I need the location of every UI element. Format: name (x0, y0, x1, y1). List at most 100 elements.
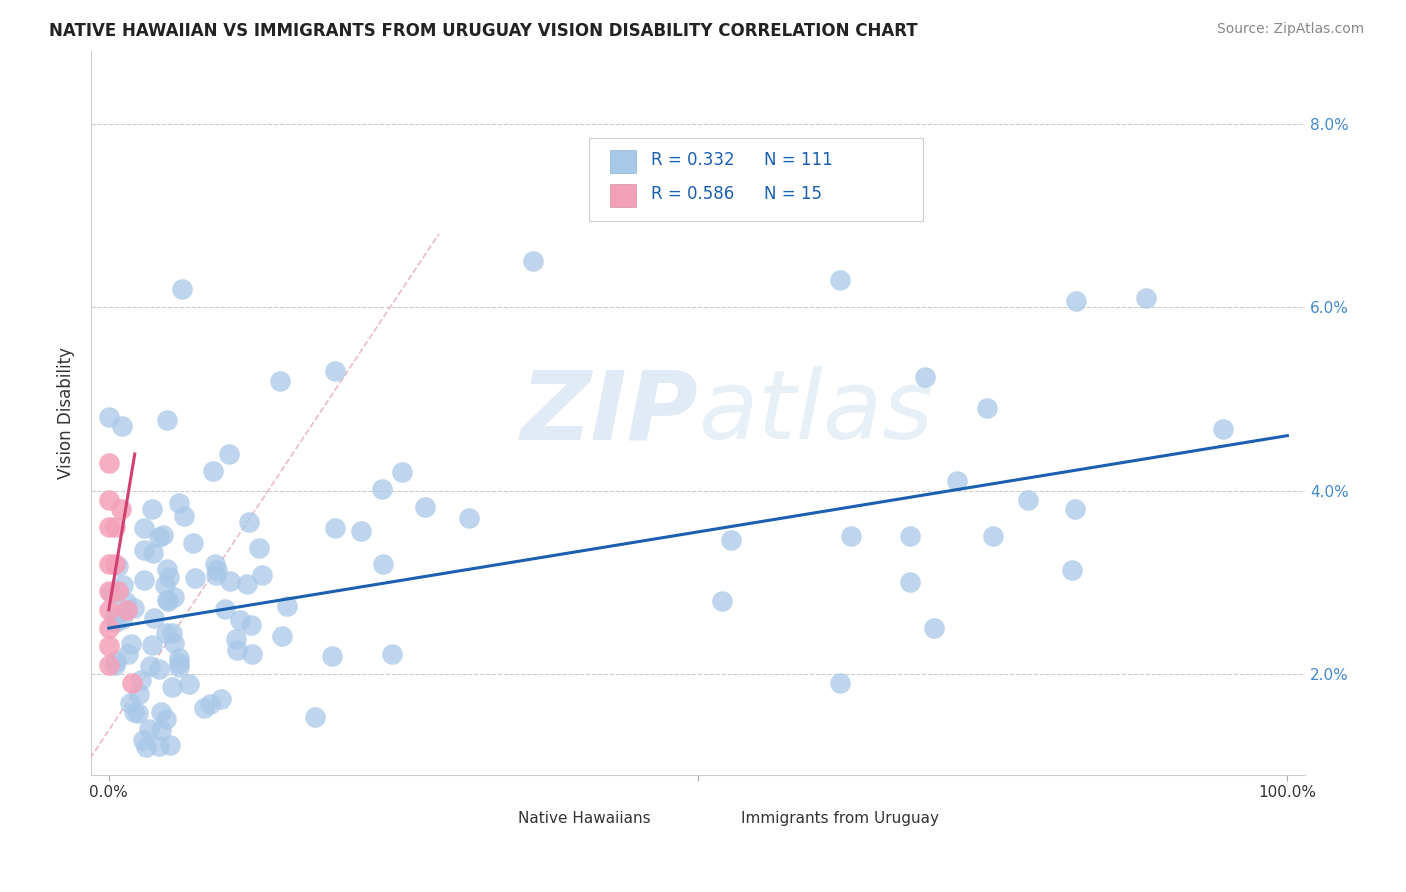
Point (304, 709, 326, 723)
Point (156, 412, 179, 426)
Text: Native Hawaiians: Native Hawaiians (519, 811, 651, 826)
Point (225, 643, 247, 657)
Point (240, 647, 263, 661)
Point (100, 585, 122, 599)
Point (121, 676, 143, 690)
Point (153, 578, 176, 592)
Text: Source: ZipAtlas.com: Source: ZipAtlas.com (1216, 22, 1364, 37)
Point (132, 521, 155, 535)
Point (177, 676, 200, 690)
Point (111, 419, 134, 434)
Point (720, 533, 742, 547)
Point (202, 464, 225, 478)
Point (247, 541, 270, 555)
Point (162, 626, 184, 640)
Point (522, 254, 544, 268)
Point (167, 656, 190, 670)
Point (271, 629, 294, 643)
Point (380, 647, 402, 661)
Point (914, 370, 936, 384)
Point (167, 651, 190, 665)
Point (239, 618, 262, 632)
Point (157, 570, 180, 584)
Point (238, 515, 260, 529)
Point (97, 520, 120, 534)
Point (97, 456, 120, 470)
Point (143, 611, 166, 625)
Point (134, 542, 156, 557)
Point (391, 466, 413, 480)
FancyBboxPatch shape (479, 809, 506, 829)
Point (163, 636, 186, 650)
Point (321, 648, 343, 663)
Point (236, 576, 259, 591)
Point (183, 535, 205, 549)
Point (159, 738, 181, 752)
Point (976, 401, 998, 415)
Point (107, 559, 129, 574)
Point (156, 592, 179, 607)
Point (135, 740, 157, 755)
Point (141, 638, 163, 652)
Point (413, 500, 436, 514)
Point (592, 181, 614, 195)
Point (218, 447, 240, 461)
Point (828, 273, 851, 287)
Point (155, 712, 177, 726)
Text: atlas: atlas (699, 367, 934, 459)
Point (132, 573, 155, 587)
Point (120, 696, 142, 710)
Point (922, 621, 945, 635)
Point (167, 496, 190, 510)
Point (323, 521, 346, 535)
Point (1064, 293, 1087, 308)
Point (325, 364, 347, 378)
Point (104, 557, 127, 571)
Text: NATIVE HAWAIIAN VS IMMIGRANTS FROM URUGUAY VISION DISABILITY CORRELATION CHART: NATIVE HAWAIIAN VS IMMIGRANTS FROM URUGU… (49, 22, 918, 40)
Point (115, 603, 138, 617)
Point (97, 557, 120, 571)
Point (170, 282, 193, 296)
Point (139, 659, 162, 673)
Point (97, 492, 120, 507)
Point (129, 673, 152, 687)
Point (107, 584, 129, 599)
Point (111, 578, 134, 592)
Point (149, 706, 172, 720)
Point (173, 509, 195, 524)
Point (155, 626, 177, 640)
Point (710, 593, 733, 607)
Point (204, 557, 226, 571)
Point (105, 615, 128, 630)
Point (97, 584, 120, 599)
Point (148, 662, 170, 676)
Point (225, 632, 247, 647)
Point (269, 374, 291, 388)
Y-axis label: Vision Disability: Vision Disability (58, 347, 75, 479)
Point (371, 557, 394, 571)
Point (117, 647, 139, 661)
Point (111, 612, 134, 626)
Point (981, 529, 1004, 543)
Point (163, 591, 186, 605)
Point (205, 562, 228, 576)
Point (122, 601, 145, 615)
Point (115, 595, 138, 609)
Point (122, 706, 145, 720)
Point (97, 640, 120, 654)
Point (193, 700, 215, 714)
Point (103, 610, 125, 624)
Point (160, 681, 183, 695)
Point (148, 739, 170, 754)
Point (828, 676, 851, 690)
Point (214, 602, 236, 616)
Point (104, 654, 127, 668)
Point (110, 502, 132, 516)
Point (209, 691, 232, 706)
Text: N = 111: N = 111 (763, 151, 832, 169)
FancyBboxPatch shape (610, 184, 636, 207)
Point (142, 546, 165, 560)
Point (276, 599, 298, 613)
Point (141, 501, 163, 516)
Point (128, 686, 150, 700)
